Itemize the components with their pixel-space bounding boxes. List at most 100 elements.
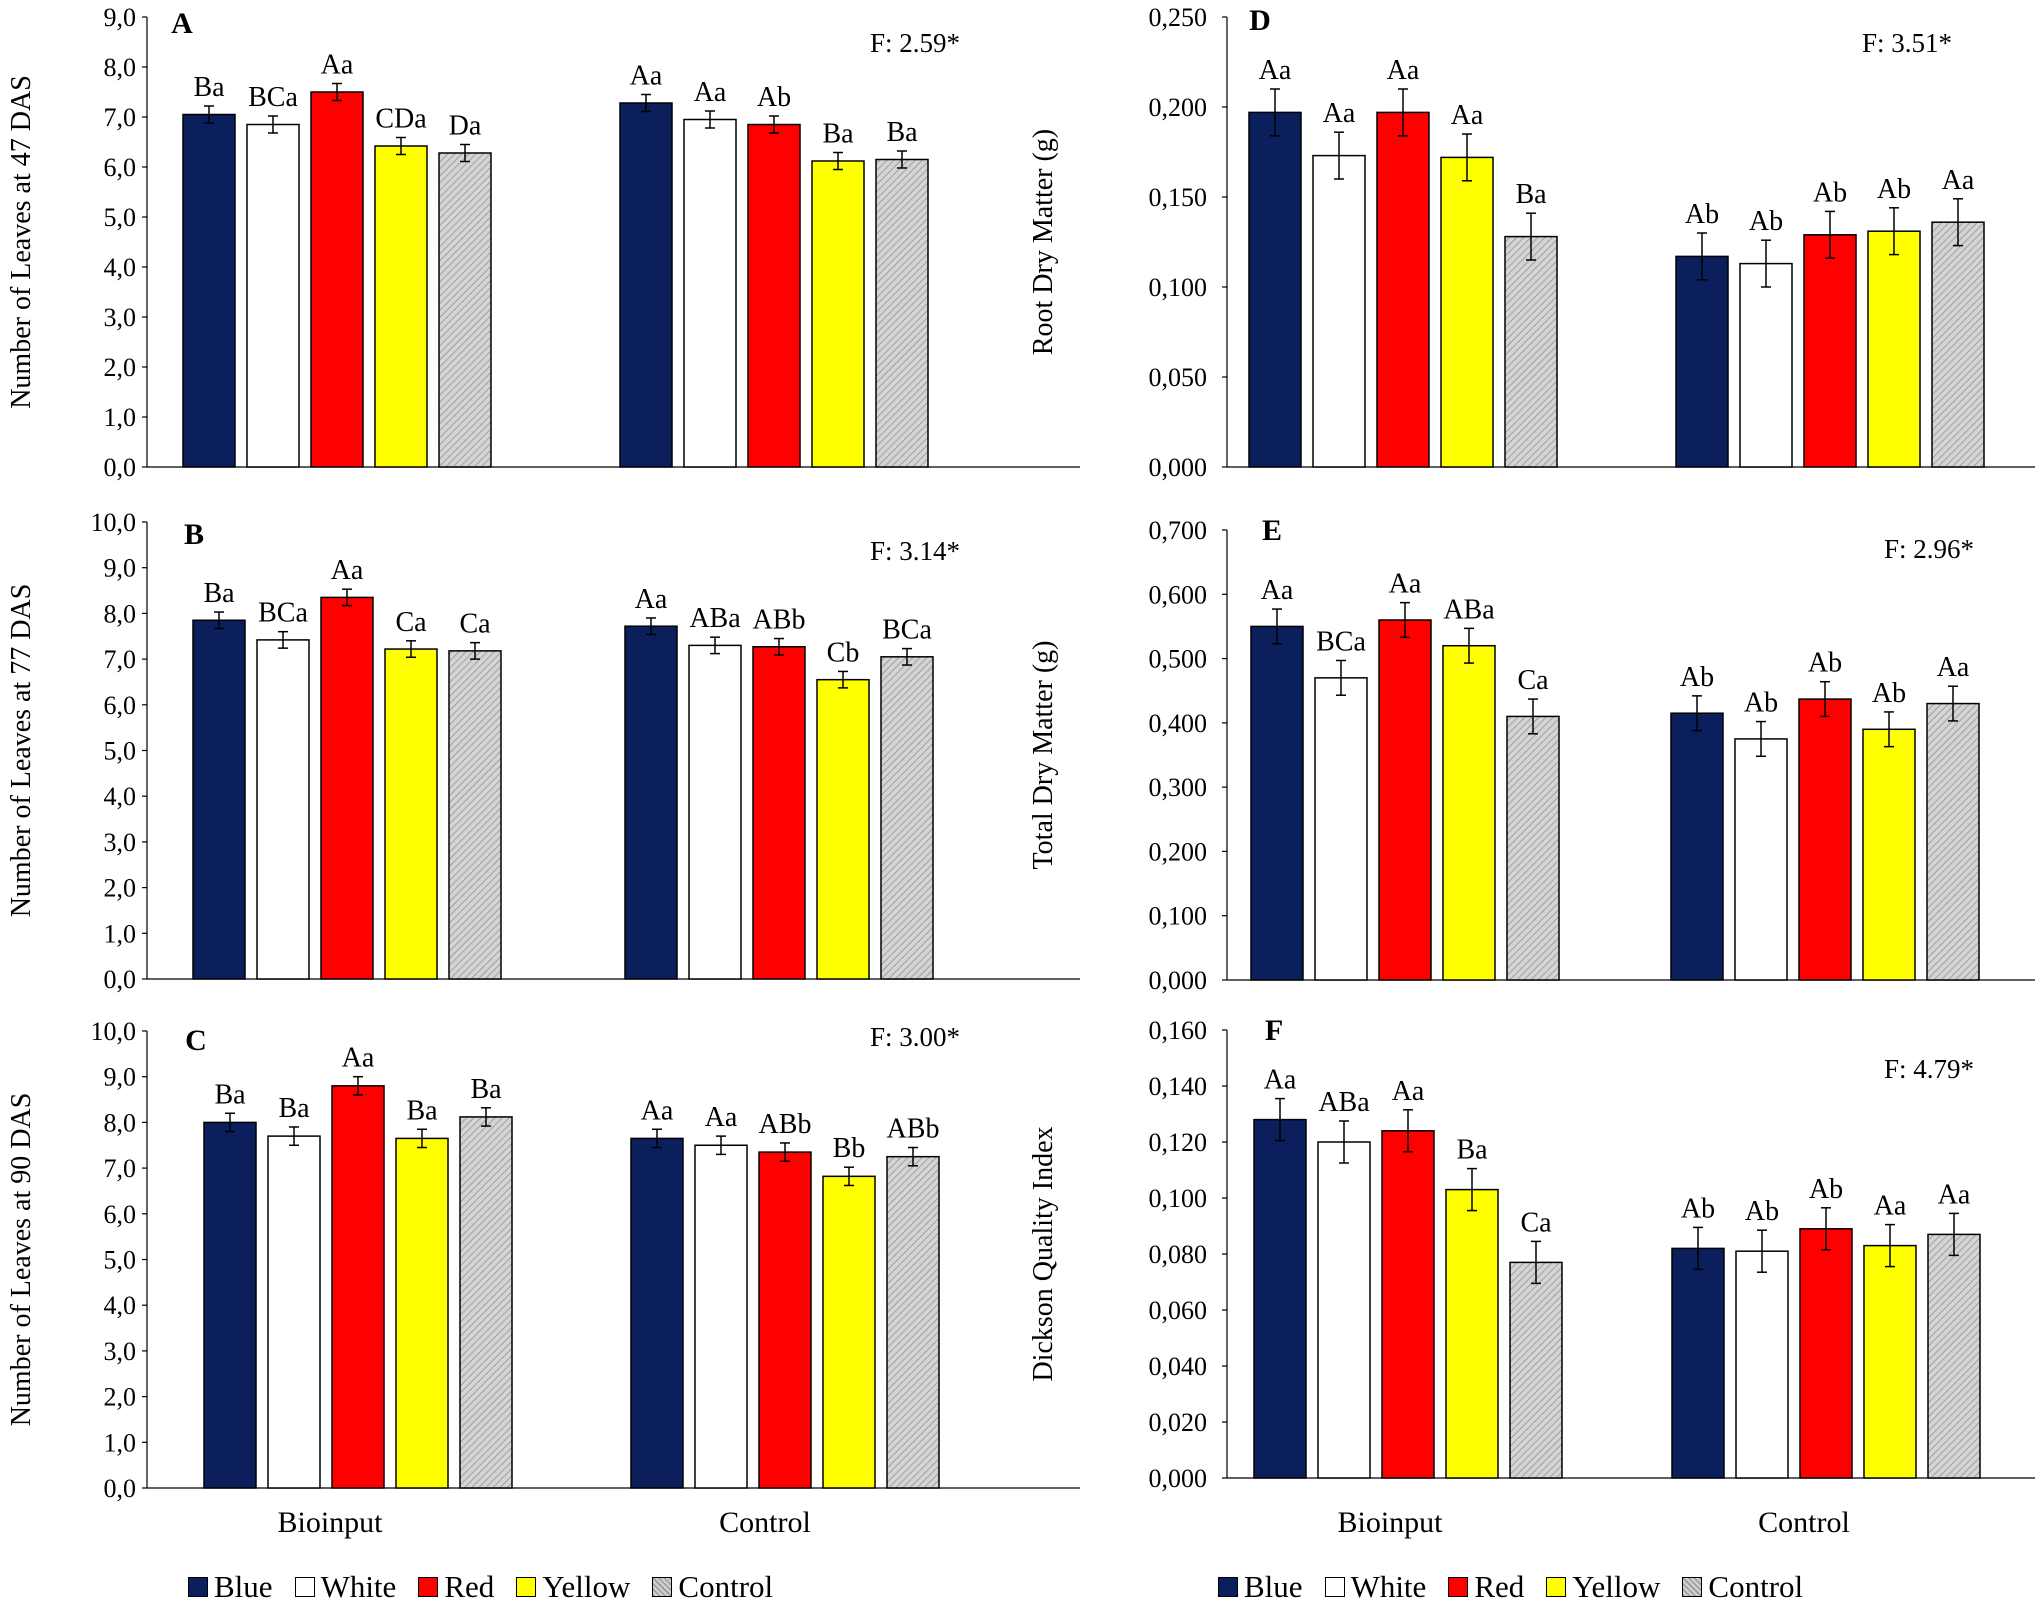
panel-b-bar-bioinput-red [320, 596, 374, 980]
legend-swatch-blue [188, 1577, 208, 1597]
panel-b-letter: B [184, 518, 204, 551]
panel-b-bar-bioinput-blue [192, 619, 246, 980]
panel-a-letter: A [171, 7, 193, 40]
panel-a-bar-bioinput-blue [182, 113, 236, 468]
panel-b-significance-letter: Aa [331, 555, 364, 586]
panel-b-bar-bioinput-white [256, 639, 310, 980]
panel-b-tick-label: 9,0 [104, 554, 137, 583]
panel-e-tick-label: 0,600 [1149, 580, 1208, 609]
panel-b-bar-bioinput-control [448, 650, 502, 980]
panel-c-significance-letter: ABb [887, 1114, 940, 1145]
panel-f-tick-label: 0,100 [1149, 1184, 1208, 1213]
panel-c-tick-label: 1,0 [104, 1428, 137, 1457]
panel-b-bar-bioinput-yellow [384, 648, 438, 980]
panel-d-bar-control-white [1739, 262, 1793, 468]
panel-d-stat: F: 3.51* [1862, 28, 1952, 58]
panel-c-bar-control-control [886, 1155, 940, 1489]
legend-item-white: White [294, 1569, 396, 1605]
panel-c-bar-bioinput-red [331, 1085, 385, 1489]
panel-a-tick-label: 6,0 [104, 153, 137, 182]
panel-c-bar-bioinput-control [459, 1116, 513, 1489]
panel-a-significance-letter: BCa [248, 82, 298, 113]
panel-f-bar-bioinput-control [1509, 1261, 1563, 1479]
panel-a-stat: F: 2.59* [870, 28, 960, 58]
panel-a-tick-label: 9,0 [104, 3, 137, 32]
panel-d-bar-control-red [1803, 234, 1857, 468]
panel-d-significance-letter: Ab [1813, 177, 1847, 208]
panel-b-tick-label: 1,0 [104, 919, 137, 948]
panel-e-bar-bioinput-yellow [1442, 644, 1496, 981]
panel-d-letter: D [1249, 4, 1271, 37]
legend-label: Yellow [542, 1569, 631, 1604]
panel-d-tick-label: 0,250 [1149, 3, 1208, 32]
panel-f-stat: F: 4.79* [1884, 1054, 1974, 1084]
panel-b-significance-letter: Ca [459, 609, 491, 640]
panel-f-significance-letter: ABa [1318, 1087, 1370, 1118]
panel-b-significance-letter: BCa [258, 598, 308, 629]
panel-f-bar-bioinput-red [1381, 1130, 1435, 1479]
panel-e-tick-label: 0,700 [1149, 516, 1208, 545]
legend-swatch-white [294, 1577, 315, 1597]
panel-a-tick-label: 5,0 [104, 203, 137, 232]
panel-a-significance-letter: Aa [321, 50, 354, 81]
group-label-right-bioinput: Bioinput [1337, 1506, 1443, 1539]
panel-f-bar-bioinput-yellow [1445, 1188, 1499, 1479]
panel-b-significance-letter: Cb [827, 637, 860, 668]
panel-c-tick-label: 4,0 [104, 1291, 137, 1320]
panel-e-significance-letter: Aa [1261, 575, 1294, 606]
legend-label: Control [678, 1569, 774, 1604]
panel-a-bar-control-red [747, 123, 801, 468]
legend-item-control: Control [652, 1569, 773, 1605]
panel-e-letter: E [1262, 514, 1282, 547]
legend-item-yellow: Yellow [1546, 1569, 1660, 1605]
panel-a-tick-label: 1,0 [104, 403, 137, 432]
legend-item-red: Red [418, 1569, 494, 1605]
panel-b-tick-label: 3,0 [104, 828, 137, 857]
panel-c-tick-label: 6,0 [104, 1200, 137, 1229]
panel-b-tick-label: 8,0 [104, 599, 137, 628]
panel-d-significance-letter: Aa [1323, 98, 1356, 129]
panel-d-bar-bioinput-control [1504, 235, 1558, 468]
panel-f-tick-label: 0,160 [1149, 1016, 1208, 1045]
panel-a-significance-letter: Ba [193, 72, 225, 103]
legend-item-control: Control [1682, 1569, 1803, 1605]
panel-c-significance-letter: Ba [278, 1093, 310, 1124]
panel-a-significance-letter: Aa [630, 61, 663, 92]
panel-a-bar-bioinput-control [438, 152, 492, 468]
panel-d-bar-bioinput-white [1312, 154, 1366, 468]
panel-c-tick-label: 5,0 [104, 1246, 137, 1275]
panel-a-bar-bioinput-yellow [374, 145, 428, 468]
panel-f-tick-label: 0,080 [1149, 1240, 1208, 1269]
panel-b-significance-letter: ABb [753, 605, 806, 636]
panel-b-tick-label: 6,0 [104, 691, 137, 720]
panel-c-bar-bioinput-blue [203, 1121, 257, 1489]
legend-swatch-red [418, 1577, 439, 1597]
panel-c-significance-letter: Aa [641, 1095, 674, 1126]
panel-c-bar-control-white [694, 1144, 748, 1489]
panel-d-bar-control-yellow [1867, 230, 1921, 468]
panel-b-tick-label: 5,0 [104, 737, 137, 766]
panel-b-tick-label: 7,0 [104, 645, 137, 674]
panel-a-bar-control-white [683, 118, 737, 468]
panel-a-y-label: Number of Leaves at 47 DAS [6, 75, 37, 409]
panel-f-significance-letter: Ab [1681, 1193, 1715, 1224]
panel-c-tick-label: 7,0 [104, 1154, 137, 1183]
panel-a-significance-letter: Aa [694, 77, 727, 108]
panel-c-significance-letter: Bb [833, 1133, 866, 1164]
panel-d-y-label: Root Dry Matter (g) [1028, 129, 1059, 355]
group-label-right-control: Control [1758, 1506, 1850, 1539]
panel-f-tick-label: 0,040 [1149, 1352, 1208, 1381]
panel-f-bar-control-white [1735, 1250, 1789, 1479]
panel-a-significance-letter: Da [449, 111, 482, 142]
panel-b-tick-label: 4,0 [104, 782, 137, 811]
panel-f-significance-letter: Aa [1874, 1191, 1907, 1222]
panel-e-tick-label: 0,000 [1149, 966, 1208, 995]
panel-d-bar-bioinput-red [1376, 111, 1430, 468]
panel-d-significance-letter: Ab [1877, 174, 1911, 205]
panel-f-bar-control-blue [1671, 1247, 1725, 1479]
panel-c-tick-label: 9,0 [104, 1063, 137, 1092]
panel-b-tick-label: 0,0 [104, 965, 137, 994]
panel-b-tick-label: 10,0 [91, 508, 137, 537]
panel-e-bar-control-red [1798, 698, 1852, 981]
